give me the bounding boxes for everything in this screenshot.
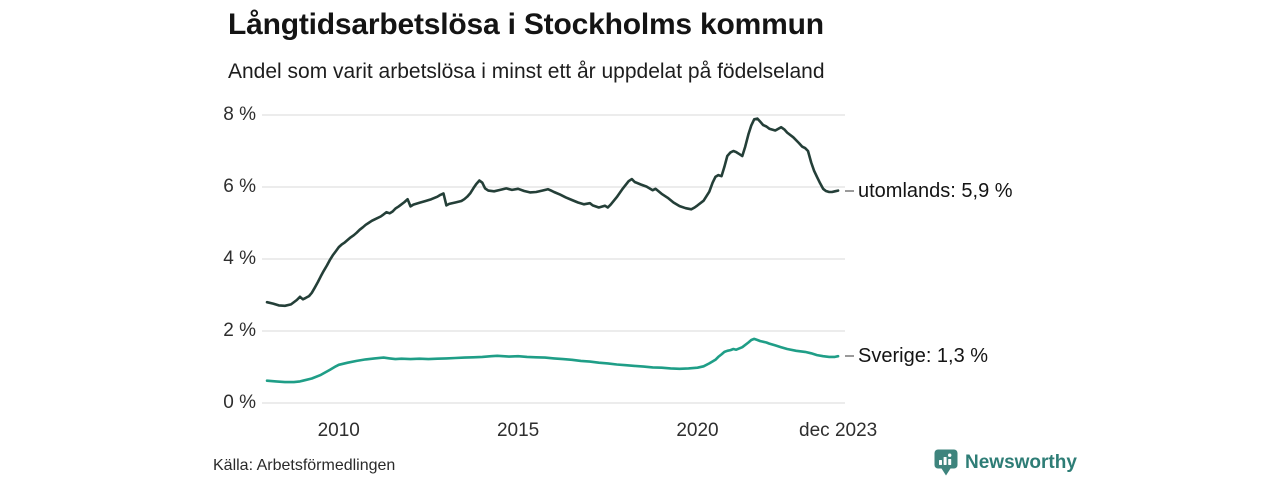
end-label-dash [845,189,854,192]
chart-title: Långtidsarbetslösa i Stockholms kommun [228,8,824,41]
end-label-dash [845,355,854,358]
source-note: Källa: Arbetsförmedlingen [213,457,396,474]
y-tick-label: 6 % [223,176,256,197]
x-tick-label: 2015 [496,420,540,441]
chart-subtitle: Andel som varit arbetslösa i minst ett å… [228,60,825,83]
y-tick-label: 4 % [223,248,256,269]
series-end-label-utomlands: utomlands: 5,9 % [858,179,1013,202]
series-end-label-Sverige: Sverige: 1,3 % [858,345,989,368]
y-tick-label: 0 % [223,392,256,413]
x-tick-label: dec 2023 [799,420,878,441]
x-tick-label: 2010 [317,420,360,441]
y-tick-label: 8 % [223,104,256,125]
series-line-utomlands [265,117,840,308]
newsworthy-logo-text: Newsworthy [965,451,1077,473]
y-tick-label: 2 % [223,320,256,341]
newsworthy-branding: Newsworthy [934,449,1077,476]
series-line-Sverige [265,337,840,384]
bar-chart-speech-bubble-icon [934,449,958,476]
x-tick-label: 2020 [676,420,719,441]
